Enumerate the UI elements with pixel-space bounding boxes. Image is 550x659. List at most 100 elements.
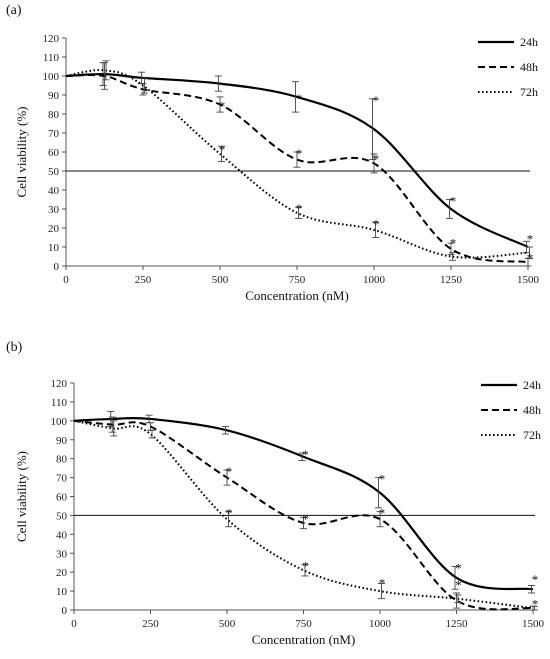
error-bar (301, 564, 309, 577)
error-bar (454, 594, 462, 603)
panel-label: (b) (6, 340, 23, 355)
error-bar (300, 516, 307, 530)
error-bar (449, 252, 456, 261)
x-tick-label: 0 (71, 618, 77, 630)
error-bar (147, 422, 154, 431)
x-tick-label: 250 (142, 618, 159, 630)
error-bar (110, 420, 118, 437)
x-tick-label: 1500 (522, 618, 545, 630)
y-tick-label: 90 (48, 90, 60, 102)
significance-marker: * (373, 93, 380, 108)
y-tick-label: 120 (43, 33, 60, 45)
error-bar (370, 153, 378, 174)
y-tick-label: 40 (48, 185, 60, 197)
x-tick-label: 1000 (363, 274, 386, 286)
error-bar (108, 416, 116, 433)
error-bar (222, 426, 229, 435)
y-tick-label: 100 (51, 416, 68, 428)
error-bar (451, 566, 459, 590)
error-bar (375, 477, 382, 509)
error-bar (528, 584, 535, 594)
error-bar (293, 151, 301, 168)
y-tick-label: 110 (51, 397, 68, 409)
series-line-72h (65, 69, 529, 259)
significance-marker: * (450, 235, 457, 250)
significance-marker: * (226, 464, 233, 479)
y-tick-label: 40 (56, 529, 68, 541)
y-tick-label: 100 (43, 71, 60, 83)
x-tick-label: 500 (219, 618, 236, 630)
error-bar (292, 81, 299, 113)
y-tick-label: 20 (48, 223, 60, 235)
x-axis-title: Concentration (nM) (252, 632, 356, 647)
error-bar (295, 206, 302, 219)
x-axis-title: Concentration (nM) (245, 288, 349, 303)
legend-label-24h: 24h (520, 35, 538, 49)
significance-marker: * (226, 506, 233, 521)
significance-marker: * (455, 560, 462, 575)
series-line-24h (73, 416, 534, 591)
error-bar (102, 60, 110, 81)
significance-marker: * (527, 232, 534, 247)
panel-label: (a) (6, 3, 22, 18)
y-tick-label: 110 (43, 52, 60, 64)
y-tick-label: 60 (56, 492, 68, 504)
significance-marker: * (532, 572, 539, 587)
error-bar (372, 221, 379, 238)
significance-marker: * (219, 142, 226, 157)
y-tick-label: 20 (56, 567, 68, 579)
y-tick-label: 0 (54, 261, 60, 273)
significance-marker: * (296, 146, 303, 161)
x-tick-label: 1250 (446, 618, 469, 630)
y-tick-label: 90 (56, 435, 68, 447)
significance-marker: * (302, 559, 309, 574)
y-tick-label: 80 (48, 109, 60, 121)
legend-label-72h: 72h (523, 428, 541, 442)
chart-panel-a: (a) 0 10 20 30 40 50 60 70 80 90 100 110 120 0 250 500 75… (6, 3, 540, 303)
significance-marker: * (373, 152, 380, 167)
y-axis-title: Cell viability (%) (14, 107, 29, 198)
error-bar (446, 199, 453, 219)
y-tick-label: 80 (56, 454, 68, 466)
error-bar (218, 145, 225, 162)
error-bar (526, 246, 533, 259)
x-tick-label: 250 (135, 274, 152, 286)
error-bar (225, 511, 232, 528)
legend-label-72h: 72h (520, 85, 538, 99)
x-tick-label: 1250 (440, 274, 463, 286)
legend-label-24h: 24h (523, 378, 541, 392)
error-bar (216, 96, 224, 113)
error-bar (101, 62, 108, 90)
significance-marker: * (296, 91, 303, 106)
y-tick-label: 50 (48, 166, 60, 178)
error-bar (531, 605, 538, 611)
significance-marker: * (302, 511, 309, 526)
error-bar (223, 469, 231, 486)
significance-marker: * (532, 596, 539, 611)
y-tick-label: 30 (48, 204, 60, 216)
y-tick-label: 50 (56, 510, 68, 522)
significance-marker: * (527, 251, 534, 266)
chart-panel-b: (b) 0 10 20 30 40 50 60 70 80 90 100 110 120 0 250 500 75… (6, 340, 545, 647)
significance-marker: * (379, 472, 386, 487)
x-tick-label: 0 (63, 274, 69, 286)
significance-marker: * (450, 194, 457, 209)
y-tick-label: 60 (48, 147, 60, 159)
error-bar (298, 452, 306, 462)
legend-label-48h: 48h (523, 403, 541, 417)
series-line-48h (65, 74, 529, 264)
significance-marker: * (302, 447, 309, 462)
x-tick-label: 500 (212, 274, 229, 286)
y-tick-label: 0 (62, 605, 68, 617)
x-tick-label: 1000 (369, 618, 392, 630)
x-tick-label: 750 (295, 618, 312, 630)
significance-marker: * (379, 506, 386, 521)
y-axis-title: Cell viability (%) (14, 451, 29, 542)
y-tick-label: 120 (51, 378, 68, 390)
error-bar (141, 77, 148, 94)
error-bar (148, 429, 156, 439)
error-bar (369, 98, 376, 161)
y-tick-label: 70 (48, 128, 60, 140)
significance-marker: * (219, 99, 226, 114)
significance-marker: * (296, 201, 303, 216)
